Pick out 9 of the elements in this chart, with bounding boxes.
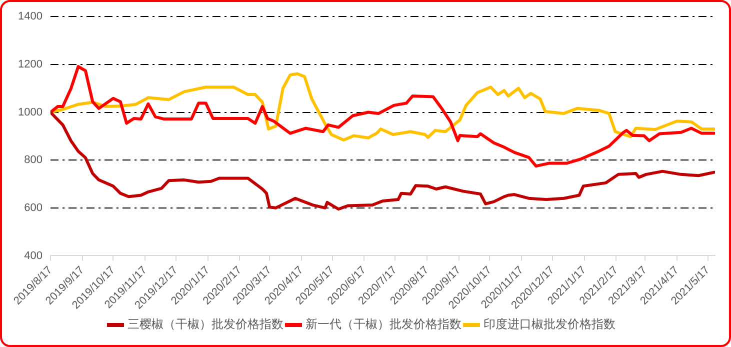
y-tick-label: 600 — [24, 202, 42, 214]
y-tick-label: 1400 — [18, 10, 42, 23]
legend-label: 新一代（干椒）批发价格指数 — [306, 317, 462, 332]
y-tick-label: 1000 — [18, 106, 42, 118]
y-tick-label: 1200 — [18, 58, 42, 70]
legend-label: 印度进口椒批发价格指数 — [484, 317, 616, 332]
legend-label: 三樱椒（干椒）批发价格指数 — [128, 317, 284, 332]
y-tick-label: 800 — [24, 154, 42, 166]
y-tick-label: 400 — [24, 250, 42, 262]
